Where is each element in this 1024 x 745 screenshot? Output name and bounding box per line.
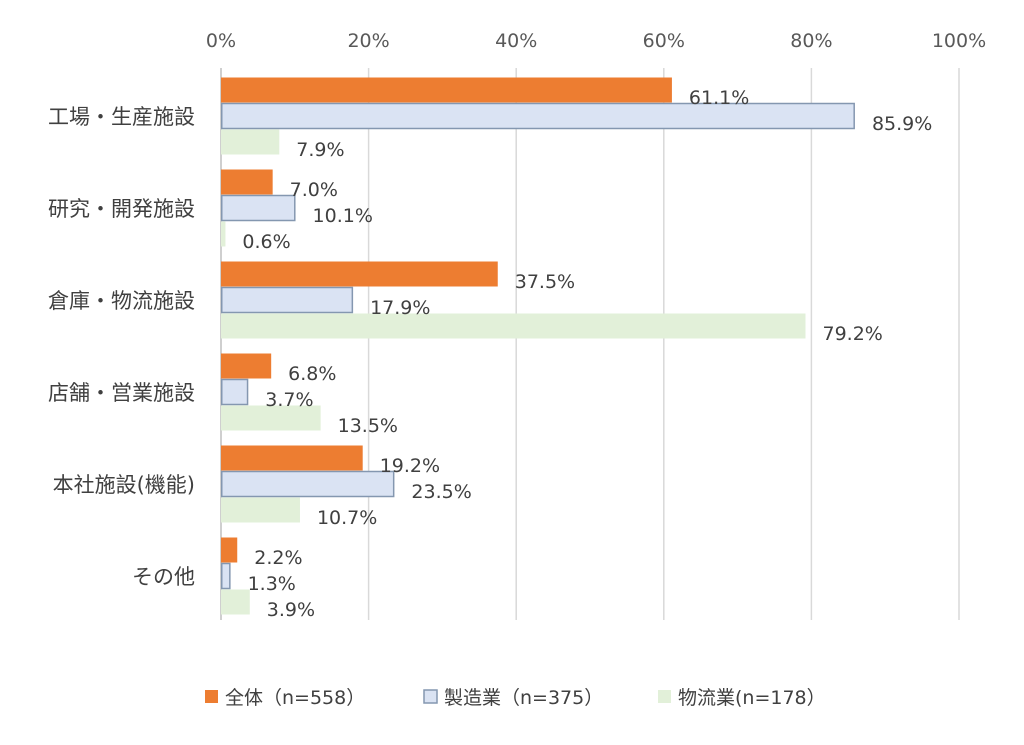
data-label: 1.3% [248,573,296,595]
data-label: 37.5% [515,271,575,293]
bars [221,77,855,615]
gridlines [220,68,960,620]
x-tick-label: 0% [206,30,236,52]
data-label: 10.1% [313,205,373,227]
category-label: その他 [132,565,195,589]
data-label: 6.8% [288,363,336,385]
x-tick-label: 20% [347,30,389,52]
bar-series-3 [221,313,806,339]
bar-series-1 [221,169,273,195]
legend-swatch [205,690,218,703]
bar-series-2 [221,470,395,498]
legend-label: 製造業（n=375） [444,687,603,709]
bar-series-2 [221,102,855,130]
data-label: 17.9% [370,297,430,319]
bar-series-2 [221,562,231,590]
bar-series-1 [221,77,672,103]
data-label: 85.9% [872,113,932,135]
bar-series-1 [221,261,498,287]
data-label: 2.2% [254,547,302,569]
bar-series-1 [221,353,272,379]
category-label: 本社施設(機能) [53,473,195,497]
bar-series-2 [221,378,249,406]
bar-series-2 [221,286,354,314]
bar-series-3 [221,221,226,247]
data-label: 3.7% [265,389,313,411]
legend-swatch [423,689,438,704]
data-label: 7.0% [290,179,338,201]
x-axis-tick-labels: 0% 20% 40% 60% 80% 100% [206,30,986,52]
bar-series-3 [221,497,300,523]
bar-series-3 [221,129,280,155]
category-label: 店舗・営業施設 [48,381,195,405]
category-label: 工場・生産施設 [48,105,195,129]
x-tick-label: 100% [932,30,986,52]
bar-series-1 [221,537,238,563]
bar-series-1 [221,445,363,471]
data-label: 61.1% [689,87,749,109]
legend-label: 物流業(n=178） [678,687,826,709]
bar-series-3 [221,405,321,431]
x-tick-label: 60% [643,30,685,52]
data-label: 0.6% [242,231,290,253]
data-label: 19.2% [380,455,440,477]
legend-swatch [658,690,671,703]
bar-series-2 [221,194,296,222]
category-label: 倉庫・物流施設 [48,289,195,313]
bar-series-3 [221,589,250,615]
legend: 全体（n=558） 製造業（n=375） 物流業(n=178） [205,687,826,709]
data-labels: 61.1% 85.9% 7.9% 7.0% 10.1% 0.6% 37.5% 17.9% 79.… [242,87,932,621]
data-label: 10.7% [317,507,377,529]
category-label: 研究・開発施設 [48,197,195,221]
data-label: 23.5% [411,481,471,503]
data-label: 13.5% [338,415,398,437]
x-tick-label: 80% [790,30,832,52]
data-label: 79.2% [822,323,882,345]
data-label: 3.9% [267,599,315,621]
data-label: 7.9% [296,139,344,161]
x-tick-label: 40% [495,30,537,52]
legend-label: 全体（n=558） [225,687,365,709]
